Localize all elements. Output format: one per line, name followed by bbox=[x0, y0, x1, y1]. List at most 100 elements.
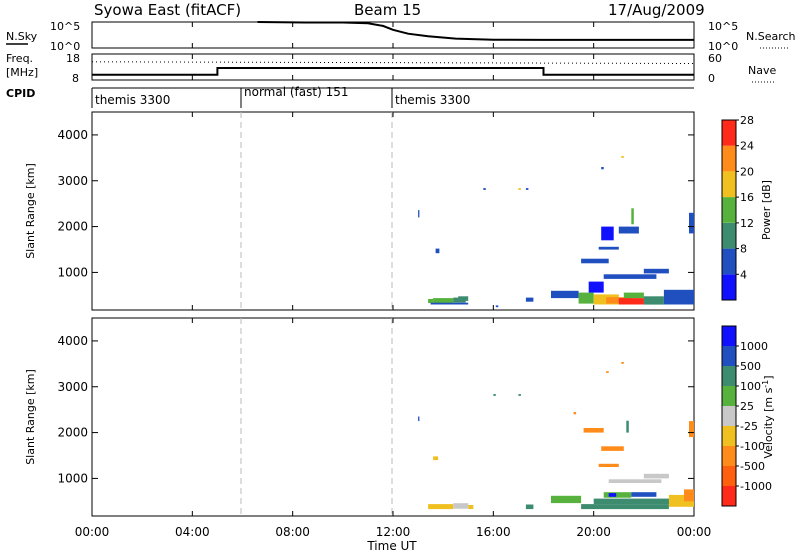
velocity-colorbar-swatch-7 bbox=[722, 346, 736, 366]
power-cell-1 bbox=[433, 298, 454, 304]
noise-right-tick-bottom: 10^0 bbox=[708, 40, 738, 53]
freq-label-bottom: [MHz] bbox=[6, 66, 38, 79]
power-cell-28 bbox=[525, 188, 529, 190]
power-ytick-label-2: 3000 bbox=[57, 174, 88, 188]
velocity-cell-21 bbox=[433, 456, 439, 461]
velocity-colorbar-swatch-4 bbox=[722, 406, 736, 426]
x-tick-label-3: 12:00 bbox=[376, 525, 411, 539]
freq-label-top: Freq. bbox=[6, 52, 33, 65]
power-cell-24 bbox=[601, 167, 604, 170]
power-cell-30 bbox=[525, 297, 534, 302]
beam-title: Beam 15 bbox=[354, 1, 421, 19]
power-cell-5 bbox=[551, 290, 579, 299]
power-colorbar-label: Power [dB] bbox=[760, 180, 773, 240]
noise-search-label: N.Search bbox=[746, 30, 796, 43]
power-colorbar-frame bbox=[721, 119, 737, 301]
velocity-colorbar-ticklabel-4: -25 bbox=[740, 420, 758, 433]
power-panel: 1000 2000 3000 4000 Slant Range [km] 4 8 12 16… bbox=[24, 111, 773, 311]
power-cell-11 bbox=[643, 296, 664, 305]
x-tick-label-2: 08:00 bbox=[275, 525, 310, 539]
velocity-cell-17 bbox=[573, 412, 577, 415]
velocity-cell-8 bbox=[684, 489, 694, 502]
cpid-mode-2: themis 3300 bbox=[395, 93, 470, 107]
velocity-colorbar-swatch-0 bbox=[722, 486, 736, 506]
velocity-cell-22 bbox=[493, 394, 496, 396]
velocity-cell-12 bbox=[608, 479, 662, 483]
power-colorbar-swatch-5 bbox=[722, 145, 736, 172]
velocity-cell-13 bbox=[643, 473, 669, 479]
velocity-cells bbox=[418, 362, 694, 510]
velocity-colorbar-swatch-2 bbox=[722, 446, 736, 466]
velocity-ytick-label-3: 4000 bbox=[57, 334, 88, 348]
power-yticks: 1000 2000 3000 4000 bbox=[57, 128, 694, 279]
velocity-yticks: 1000 2000 3000 4000 bbox=[57, 334, 694, 485]
velocity-cell-9 bbox=[603, 492, 632, 498]
power-cell-13 bbox=[588, 281, 604, 293]
power-colorbar-ticklabel-2: 12 bbox=[740, 217, 754, 230]
cpid-mode-0: themis 3300 bbox=[95, 93, 170, 107]
freq-tick-bottom: 8 bbox=[72, 72, 79, 85]
cpid-label: CPID bbox=[6, 87, 35, 100]
x-tick-label-5: 20:00 bbox=[576, 525, 611, 539]
velocity-colorbar-swatch-6 bbox=[722, 366, 736, 386]
power-cell-25 bbox=[621, 156, 624, 158]
velocity-cell-16 bbox=[583, 428, 604, 433]
power-cells bbox=[418, 156, 694, 308]
x-axis-ticks: 00:00 04:00 08:00 12:00 16:00 20:00 00:00 bbox=[75, 22, 711, 539]
velocity-ytick-label-2: 3000 bbox=[57, 380, 88, 394]
power-colorbar-swatch-2 bbox=[722, 222, 736, 249]
velocity-ytick-label-1: 2000 bbox=[57, 426, 88, 440]
velocity-cell-1 bbox=[453, 503, 469, 509]
power-cell-27 bbox=[518, 188, 521, 190]
nave-label: Nave bbox=[748, 64, 776, 77]
freq-tick-top: 18 bbox=[66, 52, 80, 65]
velocity-cell-14 bbox=[598, 463, 619, 467]
velocity-colorbar-ticklabel-6: -500 bbox=[740, 460, 765, 473]
power-colorbar-swatch-3 bbox=[722, 197, 736, 223]
velocity-colorbar-swatch-3 bbox=[722, 426, 736, 446]
nave-tick-bottom: 0 bbox=[708, 72, 715, 85]
power-colorbar-ticklabel-6: 28 bbox=[740, 114, 754, 127]
power-cell-29 bbox=[495, 305, 499, 308]
power-cell-22 bbox=[435, 248, 440, 254]
velocity-cell-10 bbox=[608, 493, 617, 497]
x-tick-label-0: 00:00 bbox=[75, 525, 110, 539]
noise-panel: N.Sky 10^5 10^0 10^5 10^0 N.Search bbox=[6, 20, 796, 53]
station-title: Syowa East (fitACF) bbox=[94, 1, 241, 19]
power-cell-15 bbox=[643, 268, 669, 274]
power-cell-12 bbox=[663, 289, 694, 305]
power-ytick-label-1: 2000 bbox=[57, 220, 88, 234]
nave-series bbox=[91, 61, 695, 64]
velocity-cell-23 bbox=[518, 394, 521, 396]
cpid-panel: CPID themis 3300 normal (fast) 151 themi… bbox=[6, 85, 694, 108]
velocity-colorbar-label: Velocity [m s-1] bbox=[761, 375, 775, 458]
power-cell-9 bbox=[618, 298, 644, 305]
power-colorbar-swatch-4 bbox=[722, 171, 736, 198]
power-ytick-label-0: 1000 bbox=[57, 265, 88, 279]
velocity-cell-25 bbox=[621, 362, 624, 364]
velocity-cell-18 bbox=[626, 420, 629, 433]
freq-series bbox=[92, 67, 694, 76]
noise-left-tick-bottom: 10^0 bbox=[50, 40, 80, 53]
power-cell-23 bbox=[418, 210, 420, 218]
velocity-colorbar-frame bbox=[721, 325, 737, 507]
power-colorbar: 4 8 12 16 20 24 28 bbox=[721, 114, 754, 301]
velocity-panel: 1000 2000 3000 4000 Slant Range [km] 1000 50… bbox=[24, 317, 775, 517]
velocity-panel-frame bbox=[91, 317, 695, 517]
velocity-cell-7 bbox=[668, 494, 694, 507]
velocity-colorbar: 1000 500 100 25 -25 -100 -500 -1000 bbox=[721, 325, 772, 507]
power-ylabel: Slant Range [km] bbox=[24, 163, 37, 259]
velocity-ytick-label-0: 1000 bbox=[57, 471, 88, 485]
velocity-cell-20 bbox=[418, 416, 420, 422]
power-colorbar-swatch-0 bbox=[722, 274, 736, 300]
power-cell-8 bbox=[606, 297, 632, 304]
power-cell-26 bbox=[483, 188, 486, 190]
velocity-cell-15 bbox=[601, 446, 624, 451]
velocity-colorbar-ticklabel-2: 100 bbox=[740, 380, 761, 393]
velocity-cell-3 bbox=[525, 504, 534, 510]
power-cell-14 bbox=[603, 274, 657, 279]
power-cell-3 bbox=[430, 302, 469, 305]
velocity-colorbar-ticklabel-5: -100 bbox=[740, 440, 765, 453]
noise-sky-series bbox=[257, 21, 694, 41]
velocity-cell-6 bbox=[593, 498, 669, 505]
